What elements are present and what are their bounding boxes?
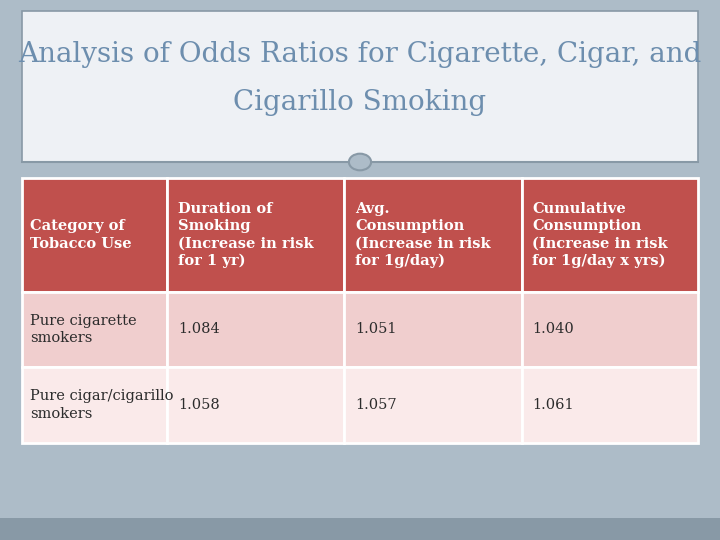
FancyBboxPatch shape	[22, 292, 167, 367]
FancyBboxPatch shape	[522, 367, 698, 443]
Text: 1.051: 1.051	[355, 322, 397, 336]
Text: 1.084: 1.084	[178, 322, 220, 336]
Text: Category of
Tobacco Use: Category of Tobacco Use	[30, 219, 132, 251]
Text: 1.061: 1.061	[532, 398, 574, 412]
FancyBboxPatch shape	[522, 292, 698, 367]
Circle shape	[349, 154, 371, 170]
Text: Avg.
Consumption
(Increase in risk
for 1g/day): Avg. Consumption (Increase in risk for 1…	[355, 202, 491, 268]
FancyBboxPatch shape	[22, 367, 167, 443]
Text: Pure cigar/cigarillo
smokers: Pure cigar/cigarillo smokers	[30, 389, 174, 421]
Text: Duration of
Smoking
(Increase in risk
for 1 yr): Duration of Smoking (Increase in risk fo…	[178, 202, 313, 268]
FancyBboxPatch shape	[344, 292, 522, 367]
FancyBboxPatch shape	[0, 518, 720, 540]
FancyBboxPatch shape	[167, 292, 344, 367]
FancyBboxPatch shape	[167, 367, 344, 443]
Text: Analysis of Odds Ratios for Cigarette, Cigar, and: Analysis of Odds Ratios for Cigarette, C…	[18, 40, 702, 68]
Text: 1.040: 1.040	[532, 322, 574, 336]
Text: 1.058: 1.058	[178, 398, 220, 412]
FancyBboxPatch shape	[22, 11, 698, 162]
FancyBboxPatch shape	[522, 178, 698, 292]
Text: Cigarillo Smoking: Cigarillo Smoking	[233, 89, 487, 116]
FancyBboxPatch shape	[344, 367, 522, 443]
Text: Cumulative
Consumption
(Increase in risk
for 1g/day x yrs): Cumulative Consumption (Increase in risk…	[532, 202, 668, 268]
Text: 1.057: 1.057	[355, 398, 397, 412]
FancyBboxPatch shape	[22, 178, 167, 292]
FancyBboxPatch shape	[344, 178, 522, 292]
Text: Pure cigarette
smokers: Pure cigarette smokers	[30, 314, 137, 345]
FancyBboxPatch shape	[167, 178, 344, 292]
